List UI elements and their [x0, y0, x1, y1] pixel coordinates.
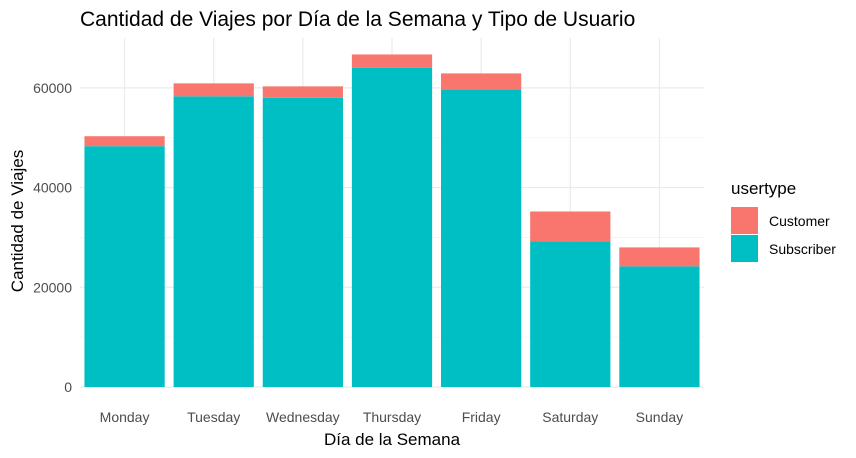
bar-customer-wednesday — [262, 86, 343, 98]
x-tick-label: Thursday — [363, 409, 421, 425]
legend-key-subscriber — [731, 235, 758, 262]
chart-title: Cantidad de Viajes por Día de la Semana … — [80, 8, 635, 31]
bar-customer-thursday — [351, 54, 433, 68]
legend-label-subscriber: Subscriber — [769, 241, 836, 257]
bar-customer-monday — [84, 136, 165, 147]
bar-customer-saturday — [530, 211, 611, 242]
bar-subscriber-friday — [441, 89, 522, 388]
bar-subscriber-tuesday — [173, 96, 254, 387]
bar-subscriber-monday — [84, 146, 165, 387]
y-tick-label: 20000 — [33, 279, 72, 295]
y-tick-label: 40000 — [33, 180, 72, 196]
legend: usertype Customer Subscriber — [731, 179, 836, 262]
x-tick-label: Tuesday — [187, 409, 240, 425]
y-axis-title: Cantidad de Viajes — [8, 150, 27, 292]
legend-title: usertype — [731, 179, 796, 198]
x-tick-label: Friday — [462, 409, 501, 425]
bar-customer-tuesday — [173, 83, 254, 97]
y-axis-ticks: 0 20000 40000 60000 — [33, 80, 72, 395]
legend-key-customer — [731, 207, 758, 234]
y-tick-label: 0 — [64, 379, 72, 395]
bars — [84, 54, 700, 388]
bar-subscriber-thursday — [351, 67, 433, 388]
x-axis-ticks: Monday Tuesday Wednesday Thursday Friday Satu… — [100, 409, 684, 425]
bar-subscriber-wednesday — [262, 97, 343, 387]
x-tick-label: Monday — [100, 409, 150, 425]
bar-customer-friday — [441, 73, 522, 90]
bar-subscriber-saturday — [530, 241, 611, 387]
bar-customer-sunday — [619, 247, 700, 267]
x-tick-label: Saturday — [542, 409, 598, 425]
x-tick-label: Wednesday — [266, 409, 340, 425]
x-axis-title: Día de la Semana — [324, 430, 461, 449]
x-tick-label: Sunday — [636, 409, 683, 425]
y-tick-label: 60000 — [33, 80, 72, 96]
legend-label-customer: Customer — [769, 213, 830, 229]
bar-subscriber-sunday — [619, 266, 700, 387]
